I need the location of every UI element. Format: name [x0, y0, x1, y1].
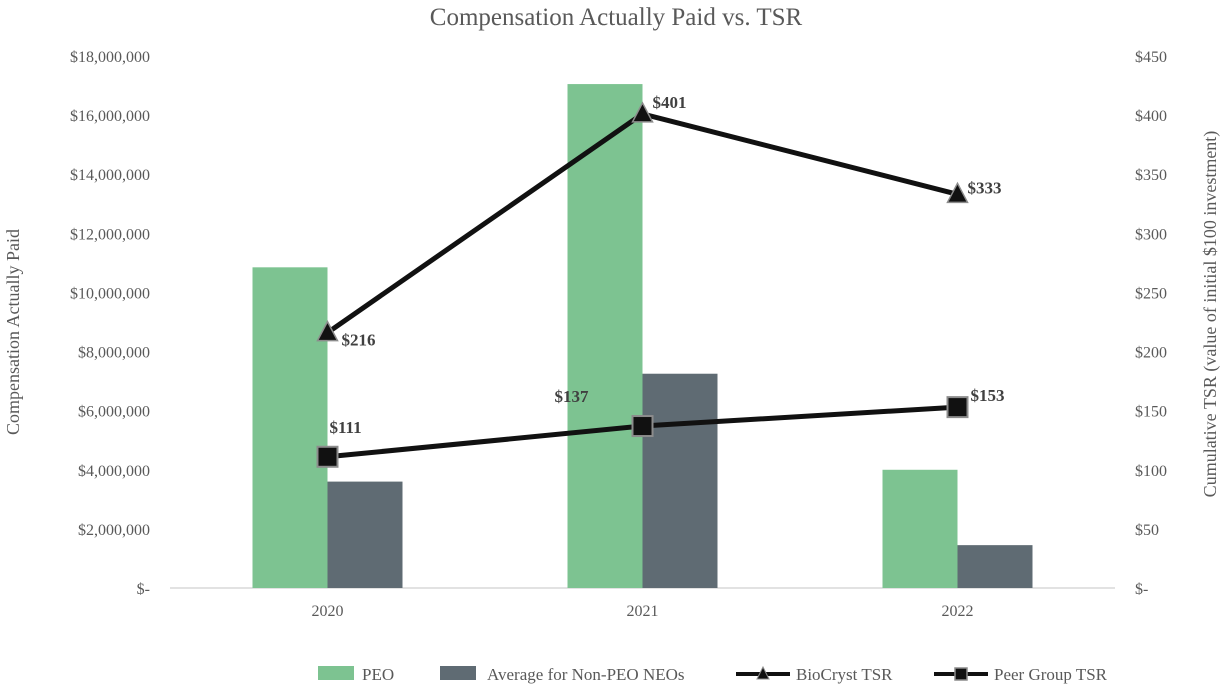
- y2-tick-label: $100: [1135, 463, 1167, 480]
- plot-area: $- $2,000,000 $4,000,000 $6,000,000 $8,000,0…: [70, 49, 1167, 620]
- y-tick-label: $16,000,000: [70, 108, 150, 125]
- y-tick-label: $6,000,000: [78, 404, 150, 421]
- peo-bar-2020: [252, 267, 328, 588]
- biocryst-tsr-marker: [316, 320, 339, 342]
- biocryst-tsr-data-label: $333: [968, 178, 1002, 197]
- biocryst-tsr-marker: [631, 101, 654, 123]
- x-tick-label: 2021: [627, 603, 659, 620]
- y2-tick-label: $400: [1135, 108, 1167, 125]
- peer-group-tsr-marker: [631, 415, 654, 438]
- peer-group-tsr-marker: [946, 396, 969, 419]
- y2-tick-label: $450: [1135, 49, 1167, 66]
- peer-group-tsr-data-label: $153: [971, 386, 1005, 405]
- non-peo-neo-bar-2020: [327, 481, 403, 588]
- y-tick-label: $10,000,000: [70, 285, 150, 302]
- non-peo-neo-bar-2022: [957, 545, 1033, 588]
- peo-bar-2022: [882, 469, 958, 588]
- legend-peo-swatch: [318, 666, 354, 680]
- peer-group-tsr-data-label: $137: [555, 387, 590, 406]
- y-tick-label: $-: [137, 581, 150, 598]
- peer-group-tsr-data-label: $111: [330, 418, 362, 437]
- peo-bar-2021: [567, 84, 643, 589]
- y2-tick-label: $50: [1135, 522, 1159, 539]
- y-tick-label: $14,000,000: [70, 167, 150, 184]
- peer-group-tsr-marker: [316, 445, 339, 468]
- legend: PEO Average for Non-PEO NEOs BioCryst TSR P…: [318, 665, 1108, 684]
- non-peo-neo-bar-2021: [642, 373, 718, 588]
- y2-tick-label: $250: [1135, 285, 1167, 302]
- y-tick-label: $2,000,000: [78, 522, 150, 539]
- y2-tick-label: $150: [1135, 404, 1167, 421]
- y-tick-label: $18,000,000: [70, 49, 150, 66]
- legend-biocryst-tsr-marker: [756, 665, 770, 680]
- y2-tick-label: $200: [1135, 345, 1167, 362]
- legend-non-peo-neos-label: Average for Non-PEO NEOs: [487, 665, 685, 684]
- y-axis-title: Compensation Actually Paid: [3, 229, 23, 435]
- y2-tick-label: $300: [1135, 226, 1167, 243]
- biocryst-tsr-marker: [946, 181, 969, 204]
- biocryst-tsr-data-label: $401: [653, 93, 687, 112]
- chart-title: Compensation Actually Paid vs. TSR: [430, 4, 803, 31]
- y-tick-label: $12,000,000: [70, 226, 150, 243]
- legend-non-peo-neos-swatch: [440, 666, 476, 680]
- biocryst-tsr-data-label: $216: [342, 331, 376, 350]
- y2-tick-label: $-: [1135, 581, 1148, 598]
- x-tick-label: 2022: [942, 603, 974, 620]
- x-tick-label: 2020: [312, 603, 344, 620]
- y-tick-label: $4,000,000: [78, 463, 150, 480]
- y2-axis-title: Cumulative TSR (value of initial $100 in…: [1200, 131, 1221, 498]
- legend-peer-group-tsr-label: Peer Group TSR: [994, 665, 1108, 684]
- legend-peer-group-tsr-marker: [954, 667, 968, 681]
- legend-biocryst-tsr-label: BioCryst TSR: [796, 665, 893, 684]
- y-tick-label: $8,000,000: [78, 345, 150, 362]
- legend-peo-label: PEO: [362, 665, 394, 684]
- y2-tick-label: $350: [1135, 167, 1167, 184]
